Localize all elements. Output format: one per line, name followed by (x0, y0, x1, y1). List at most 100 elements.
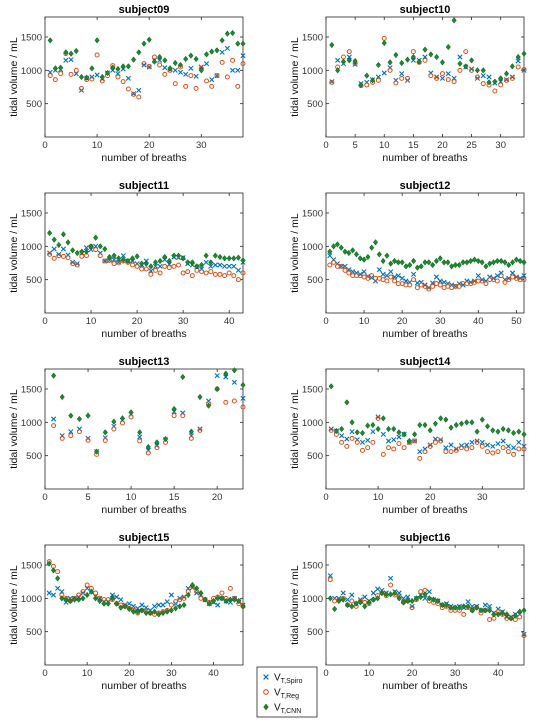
data-point-spiro (215, 602, 221, 608)
data-point-cnn (59, 393, 65, 401)
data-point-cnn (478, 607, 484, 614)
data-point-reg (134, 263, 140, 269)
data-point-cnn (130, 608, 137, 615)
data-point-cnn (452, 261, 459, 269)
data-point-cnn (219, 595, 225, 602)
data-point-reg (327, 262, 333, 268)
data-point-reg (235, 277, 241, 283)
data-point-reg (409, 605, 415, 611)
data-point-spiro (203, 61, 210, 67)
y-tick-label: 1000 (21, 66, 42, 77)
data-point-cnn (125, 257, 131, 265)
data-point-spiro (388, 269, 394, 275)
data-point-reg (68, 433, 74, 439)
data-point-cnn (210, 597, 217, 605)
data-point-reg (131, 91, 137, 97)
data-point-cnn (235, 40, 241, 47)
data-point-spiro (177, 69, 184, 75)
data-point-reg (359, 447, 365, 453)
data-point-cnn (111, 418, 117, 425)
data-point-cnn (83, 248, 90, 255)
data-point-cnn (354, 429, 360, 436)
y-axis-label: tidal volume / mL (289, 37, 301, 117)
data-point-spiro (83, 245, 90, 251)
data-point-spiro (385, 438, 392, 444)
data-point-cnn (487, 260, 493, 267)
data-point-reg (495, 449, 501, 455)
data-point-reg (387, 67, 393, 73)
data-point-cnn (406, 437, 412, 445)
data-point-spiro (443, 445, 449, 451)
subplot-subject15: subject15 500 1000 1500 0 10 20 30 40 number of b… (8, 532, 246, 692)
data-point-spiro (359, 439, 366, 445)
data-point-cnn (365, 422, 371, 429)
data-point-cnn (443, 601, 450, 609)
data-point-reg (349, 598, 355, 604)
data-point-cnn (143, 609, 149, 617)
data-point-reg (451, 79, 457, 85)
data-point-cnn (183, 55, 189, 63)
data-point-cnn (365, 253, 371, 261)
data-point-cnn (224, 30, 230, 37)
data-point-reg (47, 73, 53, 79)
data-point-spiro (193, 73, 199, 79)
x-tick-label: 10 (359, 316, 370, 327)
data-point-cnn (490, 427, 496, 434)
y-tick-label: 1000 (302, 594, 323, 605)
data-point-spiro (203, 259, 209, 265)
data-point-reg (172, 81, 178, 87)
data-point-cnn (217, 253, 223, 261)
data-point-spiro (139, 602, 145, 608)
data-point-cnn (185, 591, 191, 599)
data-point-cnn (202, 596, 208, 603)
data-point-cnn (395, 259, 401, 266)
data-point-cnn (172, 59, 178, 67)
data-point-reg (456, 283, 462, 289)
data-point-cnn (431, 596, 437, 603)
x-tick-label: 30 (450, 668, 461, 679)
y-axis-label: tidal volume / mL (289, 389, 301, 469)
data-point-cnn (148, 263, 154, 270)
y-axis-label: tidal volume / mL (289, 565, 301, 645)
data-point-cnn (432, 420, 438, 427)
data-point-reg (235, 83, 241, 89)
data-point-reg (354, 439, 360, 445)
data-point-cnn (151, 58, 157, 65)
data-point-cnn (84, 591, 90, 599)
data-point-cnn (118, 604, 124, 611)
data-point-reg (479, 443, 485, 449)
data-point-cnn (50, 567, 56, 574)
data-point-cnn (116, 255, 122, 262)
data-point-spiro (396, 590, 402, 596)
data-point-cnn (381, 39, 387, 47)
data-point-spiro (362, 594, 368, 600)
data-point-spiro (474, 75, 481, 81)
data-point-reg (226, 270, 232, 276)
data-point-reg (157, 62, 163, 68)
data-point-reg (139, 266, 145, 272)
data-point-cnn (349, 419, 355, 426)
data-point-cnn (106, 253, 113, 261)
data-point-spiro (380, 271, 386, 277)
data-point-cnn (131, 56, 137, 63)
data-point-cnn (333, 427, 339, 435)
data-point-reg (474, 439, 480, 445)
data-point-cnn (340, 596, 346, 603)
data-point-spiro (370, 429, 376, 435)
data-point-reg (52, 77, 58, 83)
data-point-cnn (215, 595, 221, 602)
subplot-title: subject13 (119, 356, 170, 368)
x-tick-label: 20 (144, 140, 155, 151)
data-point-reg (193, 85, 199, 91)
data-point-spiro (427, 442, 433, 448)
data-point-cnn (162, 435, 169, 443)
data-point-cnn (198, 67, 204, 74)
data-point-spiro (51, 416, 57, 422)
data-point-cnn (156, 611, 162, 618)
data-point-reg (346, 270, 352, 276)
data-point-spiro (381, 70, 387, 76)
data-point-reg (338, 263, 344, 269)
data-point-reg (364, 82, 370, 88)
x-axis-label: number of breaths (382, 152, 467, 164)
data-point-spiro (479, 439, 485, 445)
